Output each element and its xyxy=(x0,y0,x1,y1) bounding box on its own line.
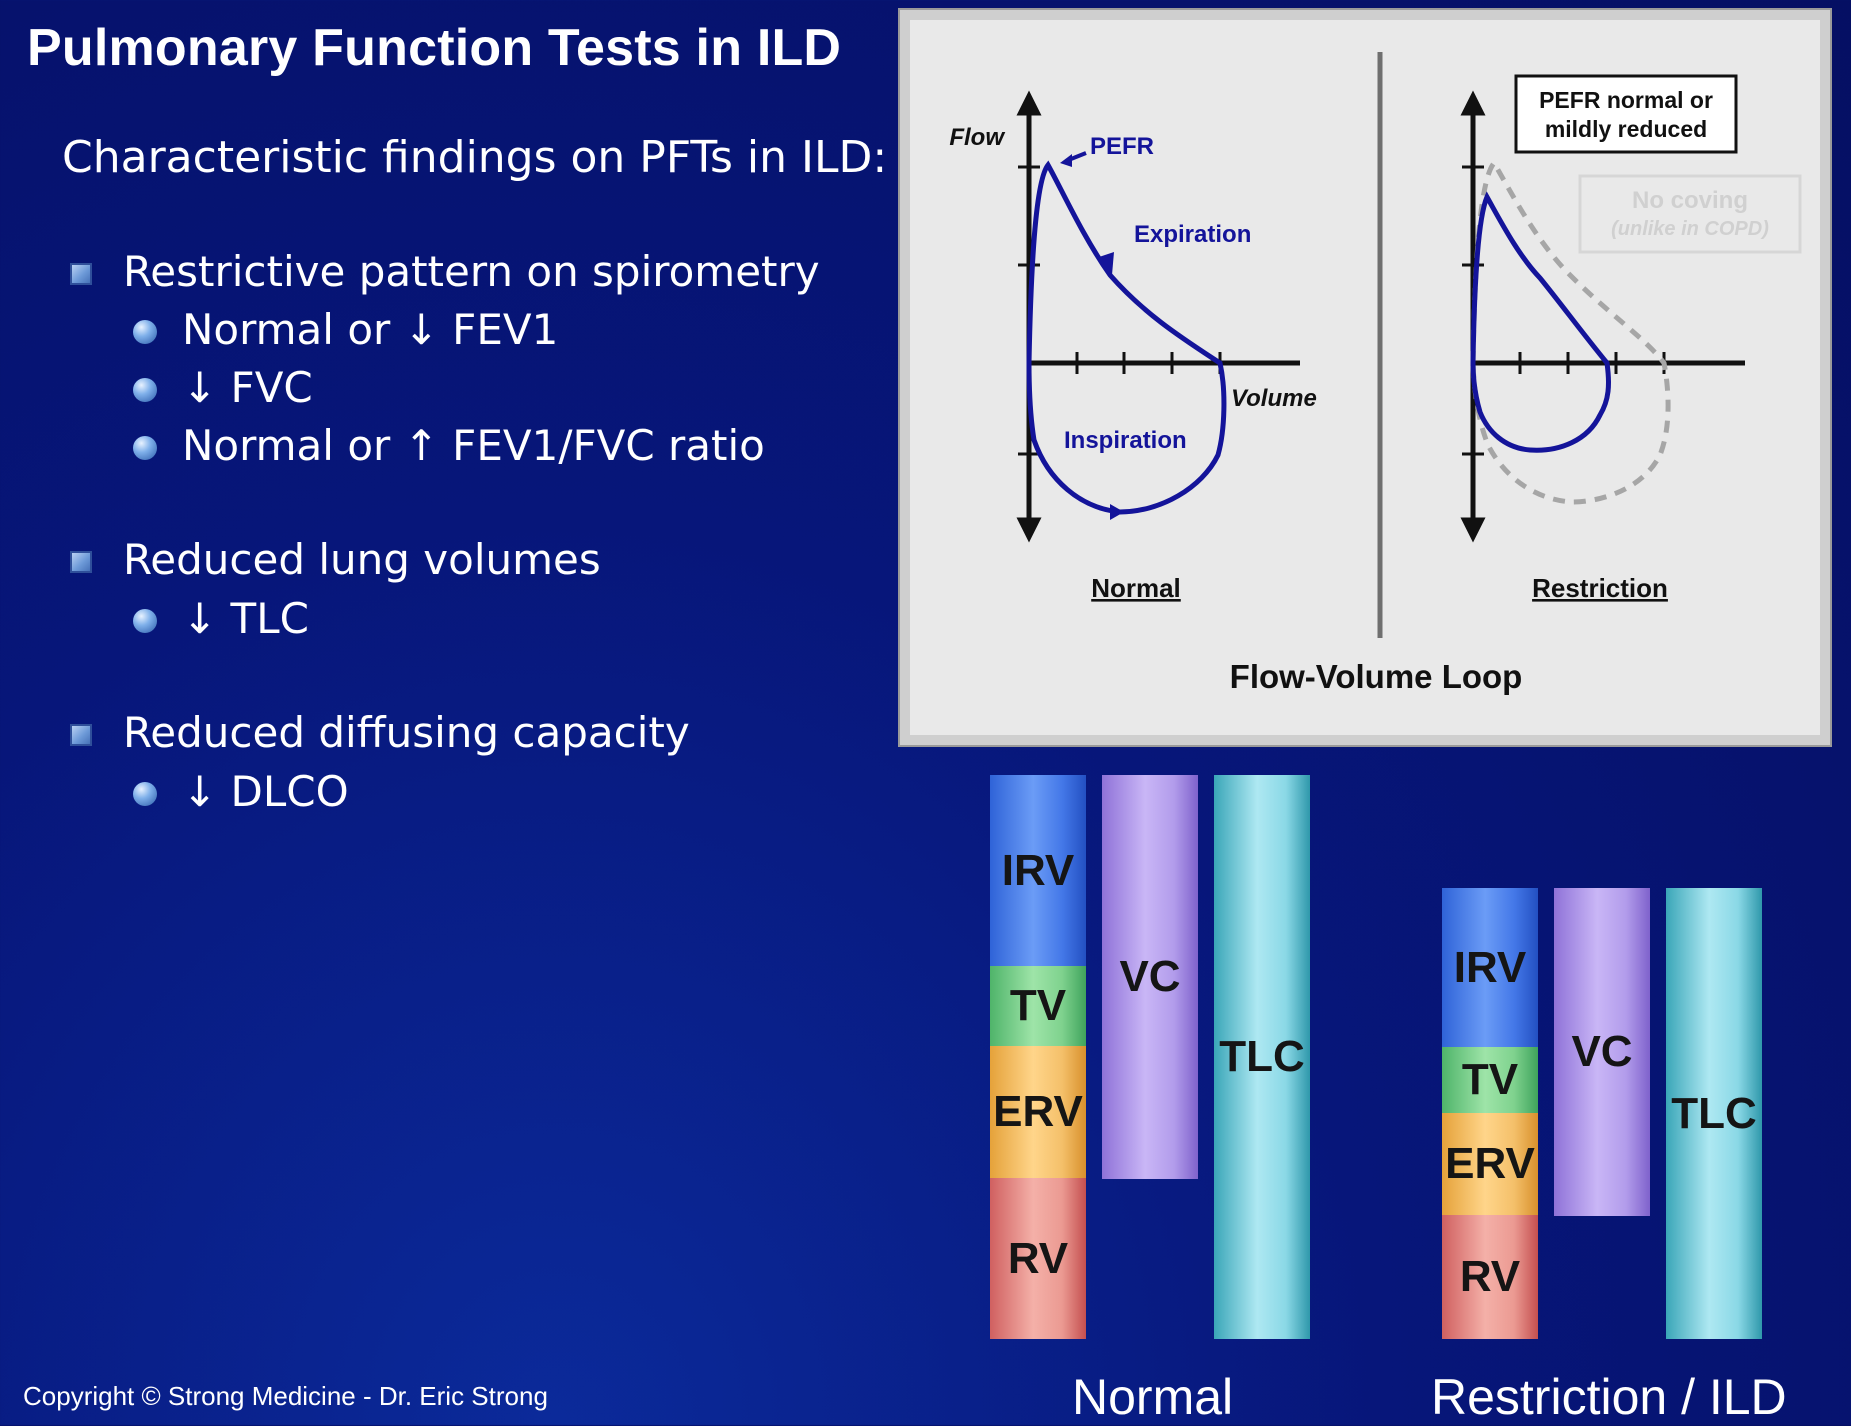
pefr-pointer-icon xyxy=(1060,154,1072,167)
slide-subtitle: Characteristic findings on PFTs in ILD: xyxy=(62,132,888,183)
finding-item: ↓ FVC xyxy=(182,363,313,412)
irv-segment: IRV xyxy=(1442,888,1538,1047)
restriction-flow-volume-curve xyxy=(1470,191,1611,453)
normal-axes xyxy=(1016,90,1300,543)
pefr-note-box xyxy=(1514,74,1738,154)
finding-heading: Reduced diffusing capacity xyxy=(123,708,690,757)
flow-axis-label: Flow xyxy=(949,124,1005,151)
square-bullet-icon xyxy=(70,263,92,285)
slide-title: Pulmonary Function Tests in ILD xyxy=(27,19,842,77)
round-bullet-icon xyxy=(133,378,157,402)
vc-bar: VC xyxy=(1554,888,1650,1216)
finding-item: ↓ DLCO xyxy=(182,767,349,816)
coving-note-box xyxy=(1578,174,1802,254)
coving-note-line2: (unlike in COPD) xyxy=(1611,218,1769,240)
normal-volume-stack: IRV TV ERV RV xyxy=(990,775,1086,1339)
flow-volume-diagram: Flow PEFR Expiration Volume Inspiration … xyxy=(949,52,1802,695)
restriction-volumes-label: Restriction / ILD xyxy=(1431,1369,1787,1425)
normal-flow-volume-curve xyxy=(1026,160,1227,515)
pefr-note-line2: mildly reduced xyxy=(1545,116,1707,142)
finding-item: ↓ TLC xyxy=(182,594,309,643)
copyright-notice: Copyright © Strong Medicine - Dr. Eric S… xyxy=(23,1381,548,1411)
inspiration-arrow-icon xyxy=(1110,504,1124,520)
erv-segment: ERV xyxy=(1442,1113,1538,1215)
finding-item: Normal or ↑ FEV1/FVC ratio xyxy=(182,421,765,470)
round-bullet-icon xyxy=(133,782,157,806)
pefr-note-line1: PEFR normal or xyxy=(1539,87,1713,113)
tlc-bar: TLC xyxy=(1666,888,1762,1339)
normal-volumes-label: Normal xyxy=(1072,1369,1234,1425)
rv-segment: RV xyxy=(1442,1215,1538,1339)
restriction-volume-stack: IRV TV ERV RV xyxy=(1442,888,1538,1339)
square-bullet-icon xyxy=(70,724,92,746)
rv-segment: RV xyxy=(990,1178,1086,1339)
round-bullet-icon xyxy=(133,436,157,460)
tv-segment: TV xyxy=(990,966,1086,1046)
expiration-label: Expiration xyxy=(1134,221,1251,248)
normal-reference-curve xyxy=(1470,158,1671,505)
tv-segment: TV xyxy=(1442,1047,1538,1113)
erv-segment: ERV xyxy=(990,1046,1086,1178)
expiration-arrow-icon xyxy=(1096,252,1114,275)
volume-axis-label: Volume xyxy=(1231,385,1317,412)
finding-heading: Reduced lung volumes xyxy=(123,535,601,584)
tlc-bar: TLC xyxy=(1214,775,1310,1339)
round-bullet-icon xyxy=(133,609,157,633)
finding-heading: Restrictive pattern on spirometry xyxy=(123,247,820,296)
flow-volume-caption: Flow-Volume Loop xyxy=(1230,658,1523,695)
irv-segment: IRV xyxy=(990,775,1086,966)
vc-bar: VC xyxy=(1102,775,1198,1179)
pefr-label: PEFR xyxy=(1090,133,1154,160)
square-bullet-icon xyxy=(70,551,92,573)
inspiration-label: Inspiration xyxy=(1064,427,1187,454)
coving-note-line1: No coving xyxy=(1632,187,1748,214)
finding-item: Normal or ↓ FEV1 xyxy=(182,305,559,354)
flow-volume-panel: Flow PEFR Expiration Volume Inspiration … xyxy=(898,8,1832,747)
round-bullet-icon xyxy=(133,320,157,344)
restriction-loop-label: Restriction xyxy=(1532,573,1668,603)
normal-loop-label: Normal xyxy=(1091,573,1181,603)
